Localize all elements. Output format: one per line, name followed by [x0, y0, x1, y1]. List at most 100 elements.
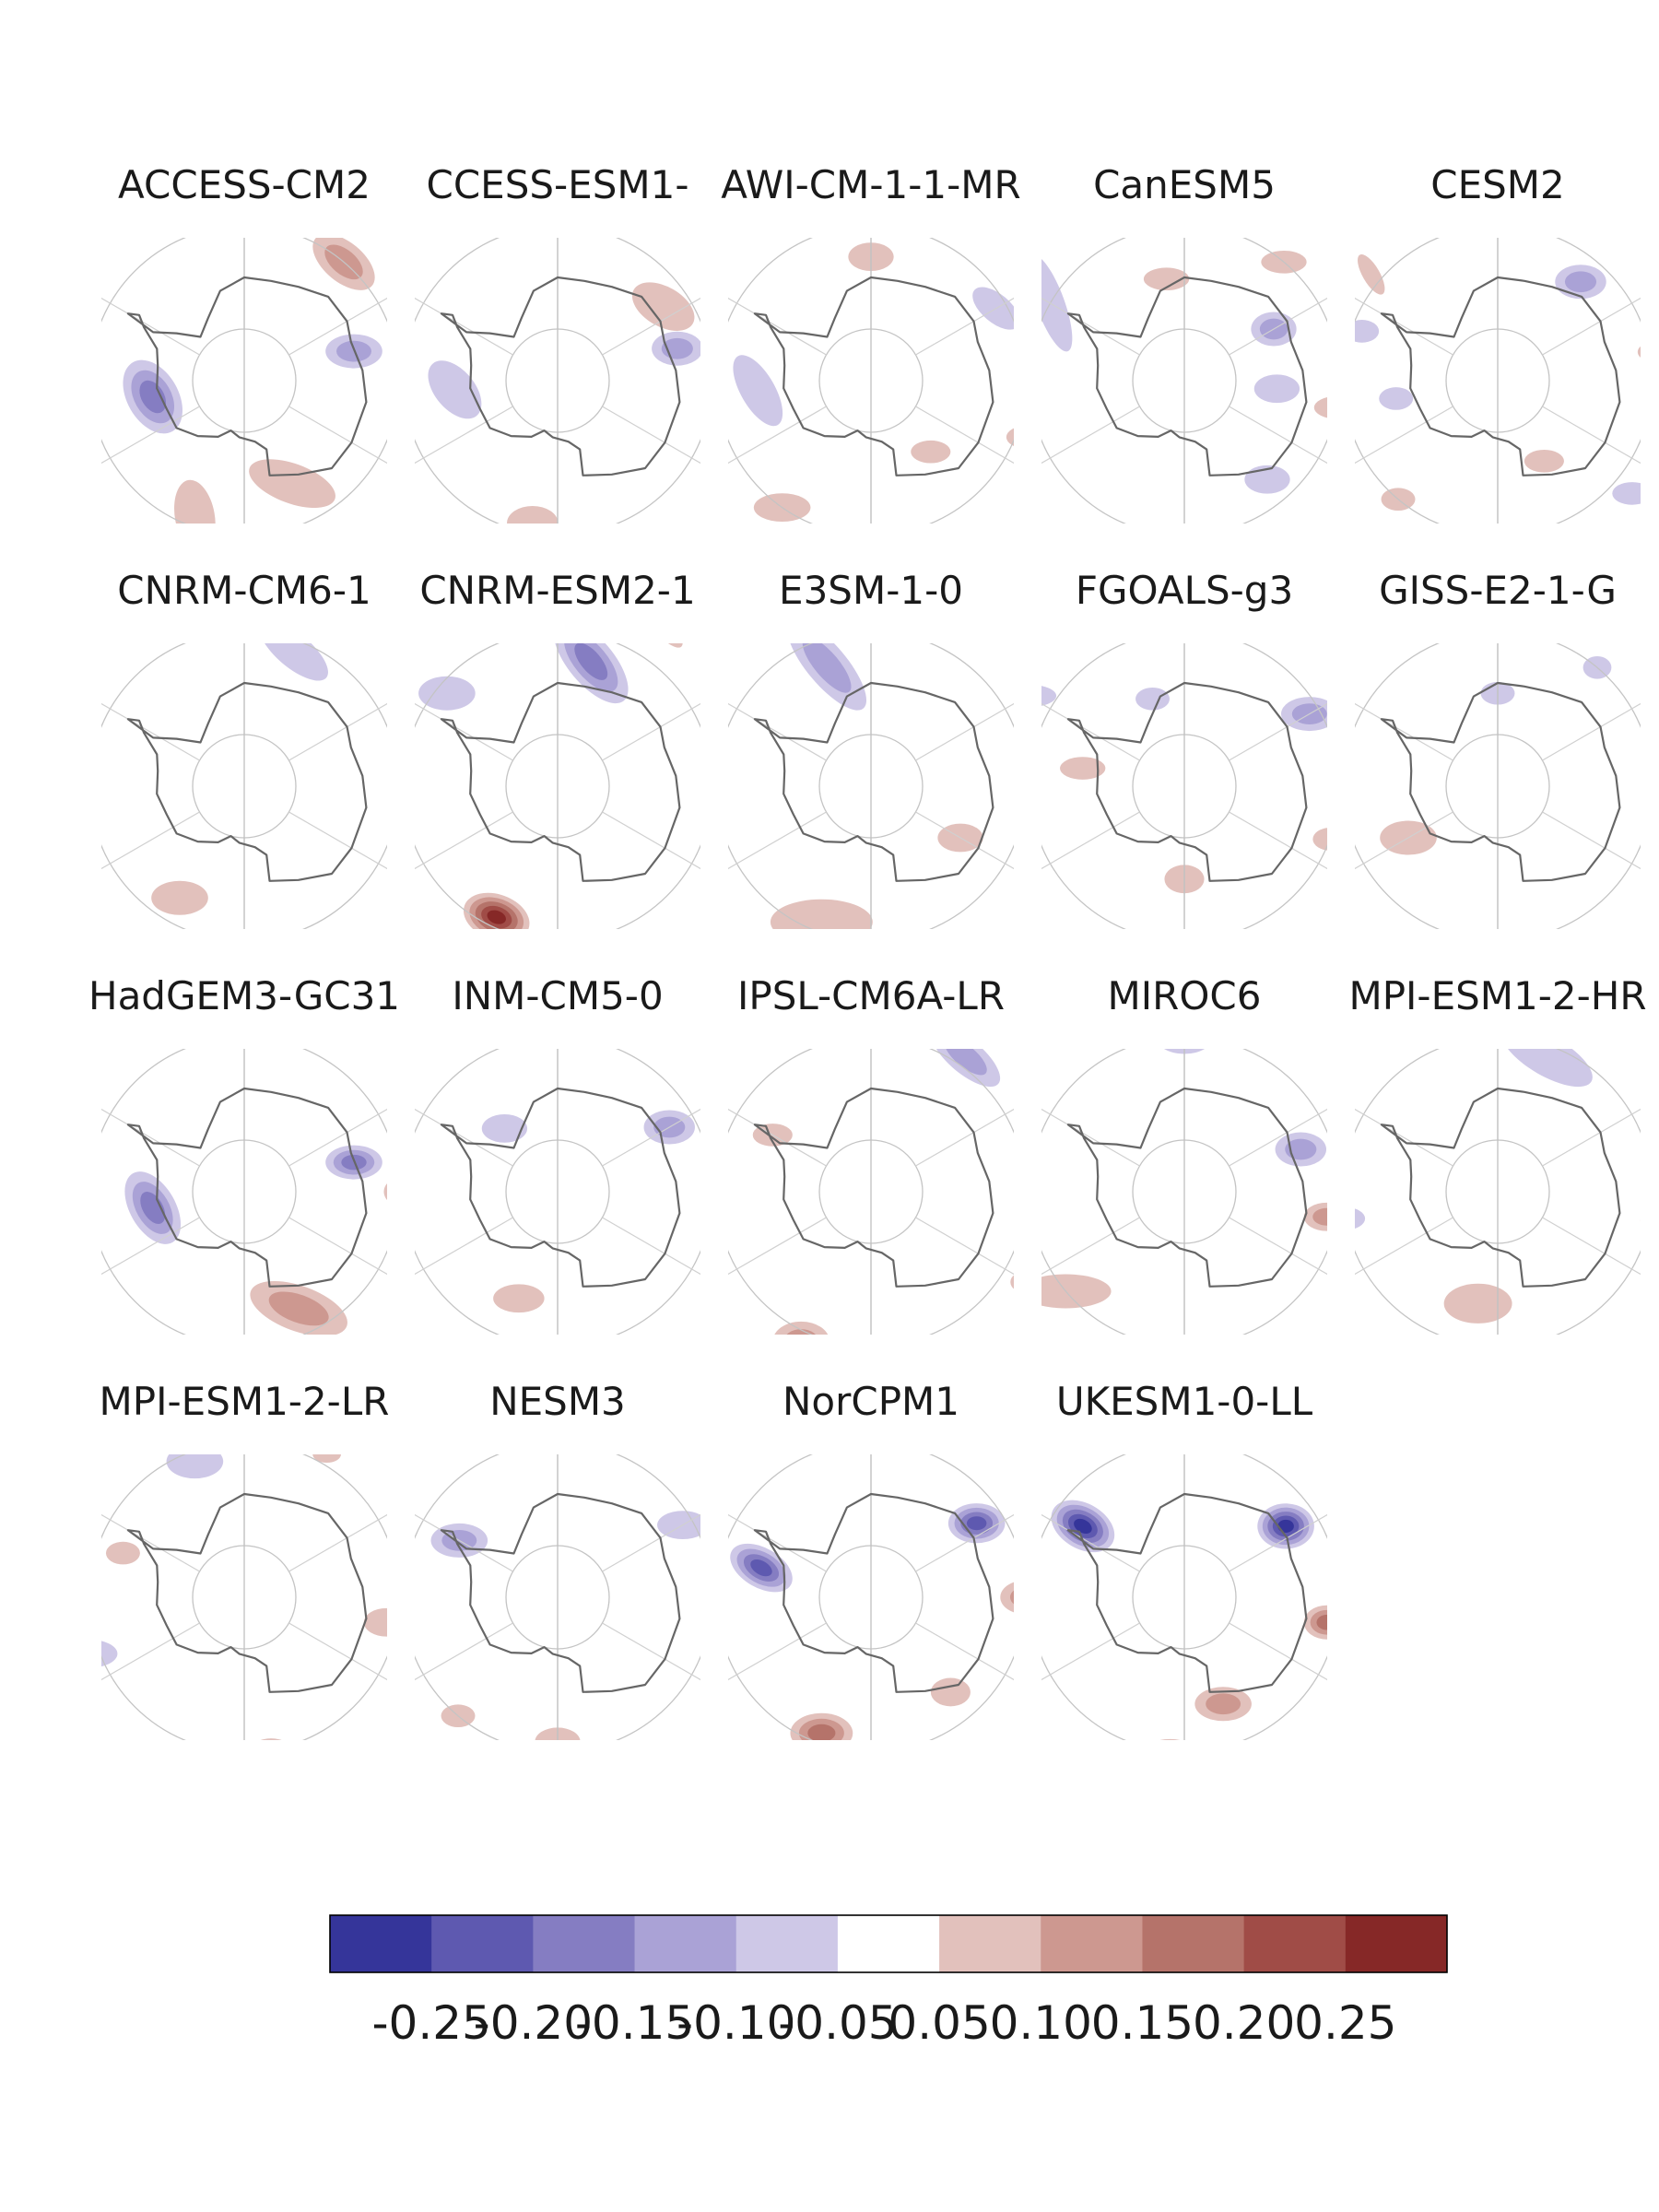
contour-level [1316, 1615, 1327, 1630]
panel-title: NorCPM1 [782, 1379, 959, 1424]
anomaly-blob [105, 1541, 140, 1565]
anomaly-blob [174, 479, 216, 524]
map-panel: CanESM5 [1041, 162, 1327, 524]
south-america-coastline [966, 650, 1018, 719]
contour-level [657, 1511, 700, 1539]
meridian-gridline [415, 1217, 513, 1276]
antarctica-coastline [753, 1492, 994, 1693]
meridian-gridline [915, 406, 1014, 465]
panel-title: CNRM-CM6-1 [117, 568, 371, 613]
meridian-gridline [288, 1513, 387, 1572]
anomaly-blob [911, 440, 951, 464]
contour-level [394, 1182, 425, 1203]
map-panel: CCESS-ESM1- [310, 162, 700, 524]
anomaly-blob [1612, 482, 1641, 505]
anomaly-blob [1355, 320, 1380, 343]
contour-level [1000, 1582, 1014, 1613]
anomaly-blob [1060, 757, 1106, 780]
meridian-gridline [728, 1217, 827, 1276]
anomaly-blob [703, 1615, 737, 1638]
contour-level [394, 400, 440, 423]
contour-level [507, 505, 559, 524]
south-america-coastline [26, 244, 77, 313]
contour-level [930, 1677, 971, 1707]
anomaly-blob [553, 643, 629, 704]
contour-level [750, 1559, 772, 1577]
contour-level [1006, 428, 1014, 446]
new-zealand-coastline [898, 1818, 923, 1849]
meridian-gridline [1542, 702, 1641, 761]
contour-level [1009, 1590, 1014, 1605]
contour-level [1564, 271, 1597, 293]
anomaly-blob [1524, 449, 1564, 473]
contour-level [428, 360, 482, 419]
anomaly-blob [657, 1511, 700, 1539]
anomaly-blob [250, 1280, 347, 1335]
contour-level [1060, 757, 1106, 780]
south-america-coastline [310, 308, 391, 324]
map-panel: CNRM-CM6-1 [101, 490, 424, 929]
contour-level [139, 380, 167, 414]
contour-level [1358, 253, 1385, 295]
anomaly-blob [1379, 387, 1414, 410]
meridian-gridline [1542, 1108, 1641, 1167]
contour-level [537, 1015, 577, 1038]
contour-level [703, 1615, 737, 1638]
south-america-coastline [0, 1119, 76, 1135]
map-panel: UKESM1-0-LL [1041, 1379, 1327, 1849]
contour-level [1443, 1283, 1512, 1324]
contour-level [174, 479, 216, 524]
colorbar-segment [1142, 1915, 1245, 1972]
antarctica-coastline [126, 681, 368, 882]
contour-level [312, 1454, 341, 1464]
africa-coastline [647, 1301, 737, 1335]
meridian-gridline [1229, 1513, 1327, 1572]
contour-level [1143, 267, 1190, 291]
meridian-gridline [1229, 1217, 1327, 1276]
meridian-gridline [728, 406, 827, 465]
contour-level [1244, 465, 1290, 494]
anomaly-blob [1010, 1275, 1014, 1289]
panel-title: CCESS-ESM1- [427, 162, 689, 207]
antarctica-coastline [1380, 681, 1621, 882]
south-america-coastline [339, 1461, 391, 1530]
panel-title: MPI-ESM1-2-HR [1348, 973, 1646, 1018]
anomaly-blob [166, 1454, 224, 1479]
anomaly-blob [930, 1677, 971, 1707]
africa-coastline [960, 85, 1051, 119]
anomaly-blob [1637, 346, 1641, 358]
anomaly-blob [1358, 253, 1385, 295]
meridian-gridline [101, 1622, 200, 1681]
contour-level [1355, 320, 1380, 343]
anomaly-blob [652, 331, 700, 366]
meridian-gridline [915, 702, 1014, 761]
contour-level [493, 1284, 545, 1313]
new-zealand-coastline [1211, 1818, 1236, 1849]
colorbar-tick-label: 0.15 [1091, 1996, 1194, 2050]
meridian-gridline [288, 1622, 387, 1681]
south-america-coastline [936, 713, 1018, 730]
meridian-gridline [1355, 406, 1453, 465]
contour-level [567, 1423, 606, 1446]
anomaly-blob [790, 1712, 853, 1740]
south-america-coastline [653, 650, 704, 719]
contour-level [1285, 1138, 1317, 1160]
africa-coastline [334, 490, 424, 524]
antarctica-coastline [440, 1087, 681, 1288]
contour-level [966, 1516, 987, 1531]
anomaly-blob [1164, 1049, 1205, 1054]
colorbar: -0.25-0.20-0.15-0.10-0.050.050.100.150.2… [329, 1914, 1448, 2050]
antarctica-coastline [753, 1087, 994, 1288]
contour-level [1155, 1752, 1185, 1772]
colorbar-segment [1041, 1915, 1143, 1972]
colorbar-tick-label: -0.15 [575, 1996, 694, 2050]
anomaly-blob [394, 400, 440, 423]
antarctica-coastline [1380, 1087, 1621, 1288]
contour-level [1159, 1738, 1181, 1740]
anomaly-blob [1312, 828, 1327, 851]
africa-coastline [1587, 85, 1659, 119]
map-panel: IPSL-CM6A-LR [728, 973, 1014, 1335]
meridian-gridline [728, 811, 827, 870]
anomaly-blob [428, 360, 482, 419]
anomaly-blob [363, 1607, 387, 1637]
